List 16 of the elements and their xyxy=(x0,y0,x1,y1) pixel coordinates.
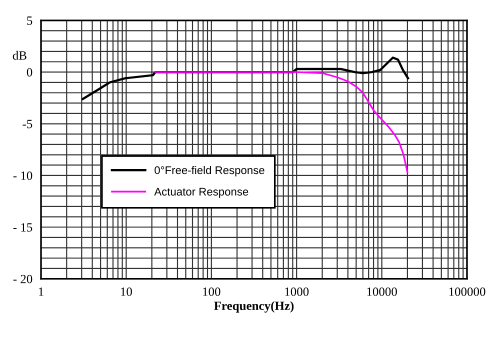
x-tick-label: 10 xyxy=(121,287,132,296)
legend-label: 0°Free-field Response xyxy=(154,166,264,176)
x-tick-label: 100000 xyxy=(449,287,486,296)
y-axis-title: dB xyxy=(12,50,26,60)
x-tick-label: 1 xyxy=(38,288,44,296)
x-tick-label: 1000 xyxy=(285,287,309,296)
y-tick-label: - 20 xyxy=(13,274,32,284)
x-tick-label: 10000 xyxy=(367,287,397,296)
y-tick-label: 0 xyxy=(26,68,32,77)
y-tick-label: - 15 xyxy=(13,223,32,232)
y-tick-label: -5 xyxy=(22,120,32,128)
y-tick-label: - 10 xyxy=(13,171,32,180)
x-axis-title: Frequency(Hz) xyxy=(214,301,294,313)
y-tick-label: 5 xyxy=(27,16,32,25)
x-tick-label: 100 xyxy=(203,287,220,296)
legend-label: Actuator Response xyxy=(154,188,248,198)
